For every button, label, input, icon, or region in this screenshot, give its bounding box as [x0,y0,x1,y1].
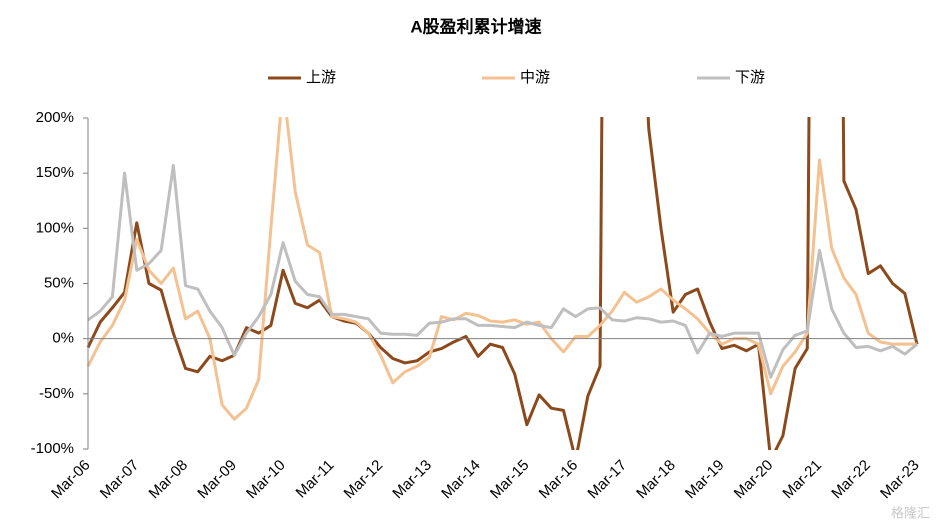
x-tick-label: Mar-06 [48,457,94,503]
x-tick-label: Mar-23 [877,457,923,503]
x-tick-label: Mar-19 [682,457,728,503]
series-line [86,117,919,450]
y-tick-label: 50% [44,274,74,291]
x-tick-label: Mar-22 [828,457,874,503]
x-tick-label: Mar-09 [194,457,240,503]
x-tick-label: Mar-21 [779,457,825,503]
y-tick-label: -50% [39,385,74,402]
x-tick-label: Mar-10 [243,457,289,503]
legend-label: 上游 [306,69,336,86]
legend-label: 中游 [520,69,550,86]
x-tick-label: Mar-08 [146,457,192,503]
x-tick-label: Mar-15 [487,457,533,503]
y-tick-label: 150% [36,164,74,181]
plot-area [86,117,919,450]
x-tick-label: Mar-11 [293,457,338,502]
x-tick-label: Mar-20 [731,457,777,503]
x-tick-label: Mar-17 [584,457,630,503]
x-tick-label: Mar-14 [438,457,484,503]
watermark: 格隆汇 [891,505,930,520]
series-line [87,163,918,379]
x-tick-label: Mar-16 [536,457,582,503]
legend-label: 下游 [735,69,765,86]
y-tick-label: 100% [36,219,74,236]
y-tick-label: 0% [52,330,74,347]
x-tick-label: Mar-18 [633,457,679,503]
y-tick-label: -100% [31,440,74,457]
x-tick-label: Mar-13 [389,457,435,503]
y-tick-label: 200% [36,109,74,126]
x-tick-label: Mar-12 [341,457,387,503]
chart-title: A股盈利累计增速 [410,16,541,36]
x-tick-label: Mar-07 [97,457,143,503]
series-line [86,117,917,421]
